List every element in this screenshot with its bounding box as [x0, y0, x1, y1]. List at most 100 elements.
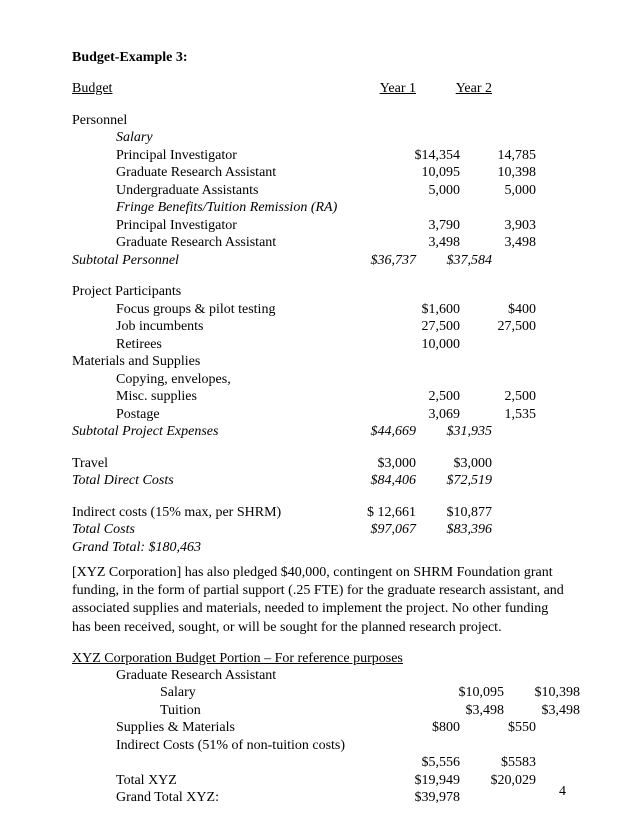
item-y1: 10,095 — [384, 164, 460, 182]
xyz-heading: XYZ Corporation Budget Portion – For ref… — [72, 651, 566, 667]
total-direct-label: Total Direct Costs — [72, 472, 340, 490]
total-direct: Total Direct Costs $84,406 $72,519 — [72, 472, 566, 490]
line-item: $5,556$5583 — [72, 754, 566, 772]
subtotal-expenses: Subtotal Project Expenses $44,669 $31,93… — [72, 423, 566, 441]
grand-total: Grand Total: $180,463 — [72, 539, 340, 557]
materials-label: Materials and Supplies — [72, 353, 340, 371]
item-y2: $550 — [460, 719, 536, 737]
item-y1: $800 — [384, 719, 460, 737]
travel-label: Travel — [72, 455, 340, 473]
item-y1: $1,600 — [384, 301, 460, 319]
xyz-gra: Graduate Research Assistant — [72, 667, 384, 685]
item-label — [72, 754, 384, 772]
subtotal-personnel: Subtotal Personnel $36,737 $37,584 — [72, 252, 566, 270]
item-y2: $20,029 — [460, 772, 536, 790]
item-label: Tuition — [72, 702, 428, 720]
total-costs-label: Total Costs — [72, 521, 340, 539]
line-item: Misc. supplies2,5002,500 — [72, 388, 566, 406]
item-label: Job incumbents — [72, 318, 384, 336]
item-y2 — [460, 789, 536, 807]
line-item: Graduate Research Assistant10,09510,398 — [72, 164, 566, 182]
fringe-label: Fringe Benefits/Tuition Remission (RA) — [72, 199, 384, 217]
item-y2: 14,785 — [460, 147, 536, 165]
total-direct-y1: $84,406 — [340, 472, 416, 490]
subtotal-personnel-label: Subtotal Personnel — [72, 252, 340, 270]
line-item: Principal Investigator3,7903,903 — [72, 217, 566, 235]
item-y2: $400 — [460, 301, 536, 319]
item-y1: 27,500 — [384, 318, 460, 336]
item-y2: $10,398 — [504, 684, 580, 702]
item-label: Total XYZ — [72, 772, 384, 790]
line-item: Focus groups & pilot testing$1,600$400 — [72, 301, 566, 319]
item-y1: $14,354 — [384, 147, 460, 165]
line-item: Total XYZ$19,949$20,029 — [72, 772, 566, 790]
item-label: Graduate Research Assistant — [72, 164, 384, 182]
participants-label: Project Participants — [72, 283, 340, 301]
indirect-y1: $ 12,661 — [340, 504, 416, 522]
indirect-row: Indirect costs (15% max, per SHRM) $ 12,… — [72, 504, 566, 522]
indirect-y2: $10,877 — [416, 504, 492, 522]
document-page: Budget-Example 3: Budget Year 1 Year 2 P… — [0, 0, 638, 837]
line-item: Graduate Research Assistant3,4983,498 — [72, 234, 566, 252]
item-y1: 10,000 — [384, 336, 460, 354]
item-y1: $5,556 — [384, 754, 460, 772]
item-y2: $3,498 — [504, 702, 580, 720]
item-label: Salary — [72, 684, 428, 702]
subtotal-personnel-y2: $37,584 — [416, 252, 492, 270]
item-y2: 3,498 — [460, 234, 536, 252]
line-item: Supplies & Materials$800$550 — [72, 719, 566, 737]
item-label: Grand Total XYZ: — [72, 789, 384, 807]
header-y2: Year 2 — [416, 80, 492, 98]
item-y1: 5,000 — [384, 182, 460, 200]
salary-label: Salary — [72, 129, 384, 147]
header-row: Budget Year 1 Year 2 — [72, 80, 566, 98]
item-label: Principal Investigator — [72, 217, 384, 235]
item-y1: $3,498 — [428, 702, 504, 720]
item-label: Focus groups & pilot testing — [72, 301, 384, 319]
item-label: Retirees — [72, 336, 384, 354]
total-direct-y2: $72,519 — [416, 472, 492, 490]
travel-row: Travel $3,000 $3,000 — [72, 455, 566, 473]
title: Budget-Example 3: — [72, 50, 566, 66]
item-y1: 2,500 — [384, 388, 460, 406]
item-label: Indirect Costs (51% of non-tuition costs… — [72, 737, 384, 755]
travel-y2: $3,000 — [416, 455, 492, 473]
subtotal-expenses-y2: $31,935 — [416, 423, 492, 441]
item-y2: 10,398 — [460, 164, 536, 182]
item-y2: $5583 — [460, 754, 536, 772]
item-y1: $39,978 — [384, 789, 460, 807]
travel-y1: $3,000 — [340, 455, 416, 473]
copying-line: Copying, envelopes, — [72, 371, 384, 389]
item-y2: 2,500 — [460, 388, 536, 406]
item-label: Graduate Research Assistant — [72, 234, 384, 252]
line-item: Tuition$3,498$3,498 — [72, 702, 566, 720]
personnel-label: Personnel — [72, 112, 340, 130]
item-y2 — [460, 336, 536, 354]
line-item: Salary$10,095$10,398 — [72, 684, 566, 702]
line-item: Postage3,0691,535 — [72, 406, 566, 424]
line-item: Principal Investigator$14,35414,785 — [72, 147, 566, 165]
item-y1: 3,069 — [384, 406, 460, 424]
line-item: Retirees10,000 — [72, 336, 566, 354]
item-y2: 3,903 — [460, 217, 536, 235]
item-label: Postage — [72, 406, 384, 424]
header-y1: Year 1 — [340, 80, 416, 98]
page-number: 4 — [559, 784, 566, 800]
item-y1 — [384, 737, 460, 755]
paragraph: [XYZ Corporation] has also pledged $40,0… — [72, 564, 566, 637]
total-costs-y1: $97,067 — [340, 521, 416, 539]
item-y1: $19,949 — [384, 772, 460, 790]
total-costs: Total Costs $97,067 $83,396 — [72, 521, 566, 539]
item-label: Misc. supplies — [72, 388, 384, 406]
item-y1: $10,095 — [428, 684, 504, 702]
item-label: Supplies & Materials — [72, 719, 384, 737]
subtotal-expenses-y1: $44,669 — [340, 423, 416, 441]
subtotal-personnel-y1: $36,737 — [340, 252, 416, 270]
header-label: Budget — [72, 80, 340, 98]
item-label: Principal Investigator — [72, 147, 384, 165]
item-y2 — [460, 737, 536, 755]
item-y2: 1,535 — [460, 406, 536, 424]
item-y1: 3,498 — [384, 234, 460, 252]
line-item: Undergraduate Assistants5,0005,000 — [72, 182, 566, 200]
item-y2: 5,000 — [460, 182, 536, 200]
